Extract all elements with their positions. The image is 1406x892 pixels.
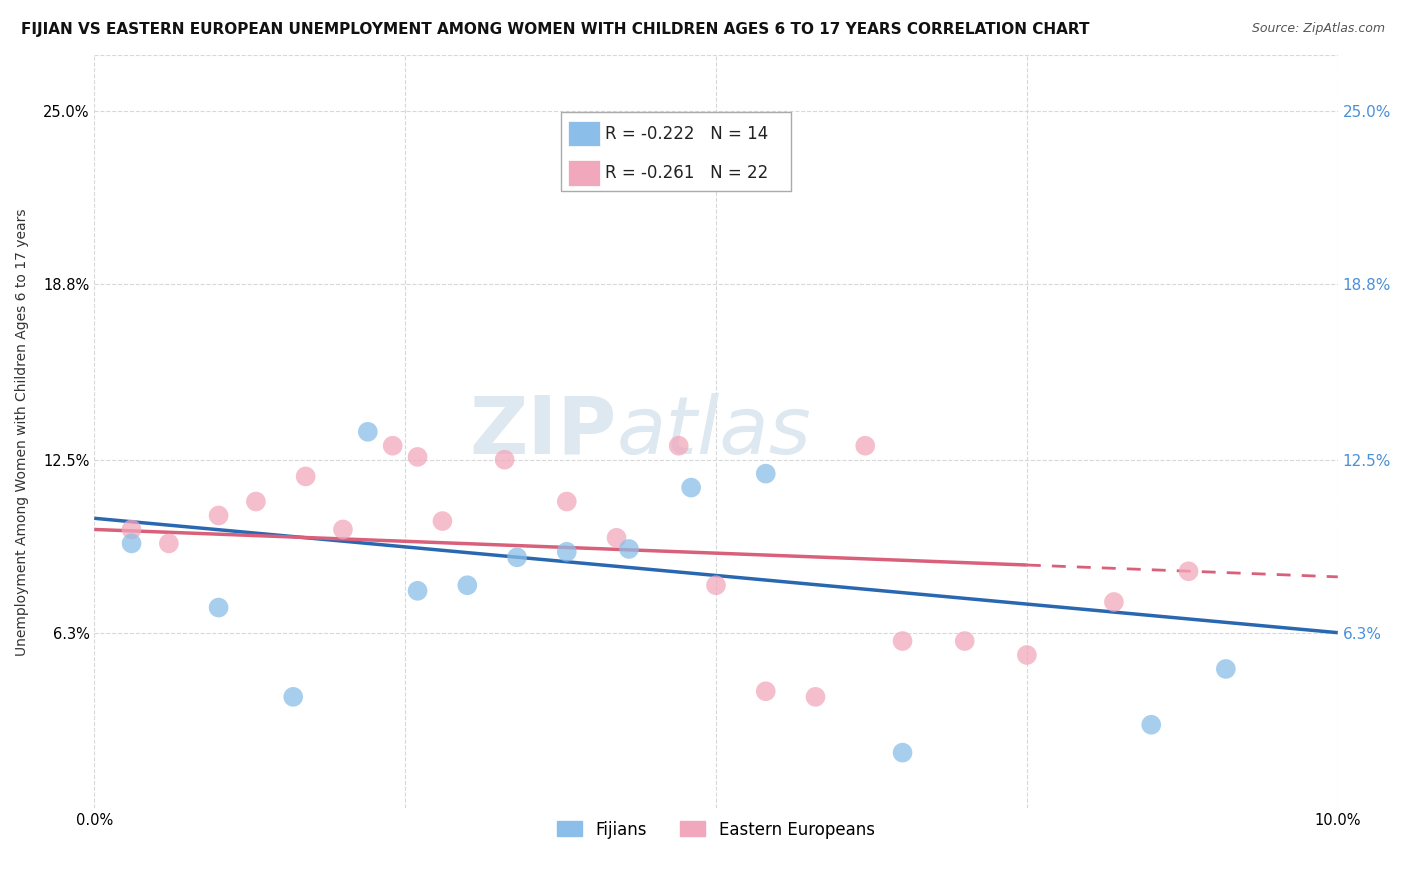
Y-axis label: Unemployment Among Women with Children Ages 6 to 17 years: Unemployment Among Women with Children A… [15, 208, 30, 656]
Point [755, 684, 778, 698]
Point [381, 439, 404, 453]
Point [121, 523, 143, 537]
Text: FIJIAN VS EASTERN EUROPEAN UNEMPLOYMENT AMONG WOMEN WITH CHILDREN AGES 6 TO 17 Y: FIJIAN VS EASTERN EUROPEAN UNEMPLOYMENT … [21, 22, 1090, 37]
Text: Source: ZipAtlas.com: Source: ZipAtlas.com [1251, 22, 1385, 36]
Point [157, 536, 180, 550]
Point [121, 536, 143, 550]
Point [406, 450, 429, 464]
Point [704, 578, 727, 592]
Point [506, 550, 529, 565]
Point [804, 690, 827, 704]
Point [555, 494, 578, 508]
Point [1177, 564, 1199, 578]
Point [891, 746, 914, 760]
Point [617, 541, 640, 556]
Point [1215, 662, 1237, 676]
Point [456, 578, 478, 592]
Point [681, 481, 703, 495]
Point [357, 425, 380, 439]
Point [1102, 595, 1125, 609]
Point [294, 469, 316, 483]
Point [207, 508, 229, 523]
FancyBboxPatch shape [561, 112, 790, 191]
Point [853, 439, 876, 453]
Point [953, 634, 976, 648]
Point [494, 452, 516, 467]
Point [283, 690, 305, 704]
Point [406, 583, 429, 598]
Point [755, 467, 778, 481]
Point [432, 514, 454, 528]
Point [555, 545, 578, 559]
Point [1140, 717, 1163, 731]
Text: atlas: atlas [616, 392, 811, 471]
FancyBboxPatch shape [568, 120, 600, 146]
Point [245, 494, 267, 508]
FancyBboxPatch shape [568, 161, 600, 186]
Point [207, 600, 229, 615]
Text: R = -0.222   N = 14: R = -0.222 N = 14 [606, 125, 769, 143]
Text: ZIP: ZIP [470, 392, 616, 471]
Legend: Fijians, Eastern Europeans: Fijians, Eastern Europeans [551, 814, 882, 846]
Point [332, 523, 354, 537]
Point [605, 531, 627, 545]
Text: R = -0.261   N = 22: R = -0.261 N = 22 [606, 164, 769, 182]
Point [1015, 648, 1038, 662]
Point [891, 634, 914, 648]
Point [668, 439, 690, 453]
